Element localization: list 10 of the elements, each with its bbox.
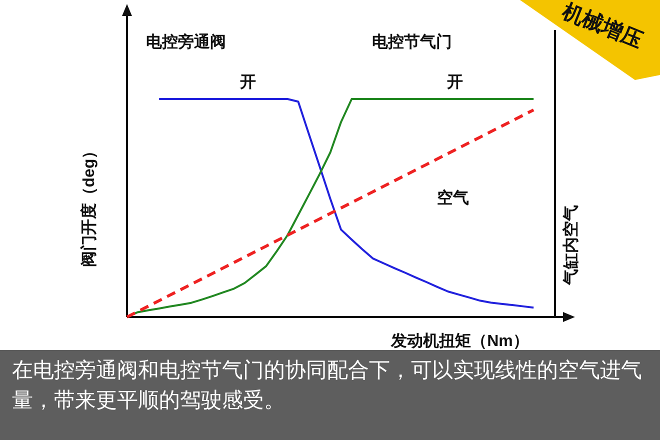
text: 电控旁通阀 xyxy=(146,33,226,51)
text: 开 xyxy=(239,74,256,91)
text: 电控节气门 xyxy=(372,32,452,51)
banner: 机械增压 xyxy=(520,0,660,80)
y2-axis-title: 气缸内空气 xyxy=(562,205,580,286)
x-axis-title: 发动机扭矩（Nm） xyxy=(390,332,529,350)
text: 开 xyxy=(446,74,463,91)
text: 在电控旁通阀和电控节气门的协同配合下，可以实现线性的空气进气量，带来更平顺的驾驶感受。 xyxy=(12,358,643,414)
annotation: 空气 xyxy=(437,189,469,207)
y-axis-title: 阀门开度（deg） xyxy=(79,142,98,268)
